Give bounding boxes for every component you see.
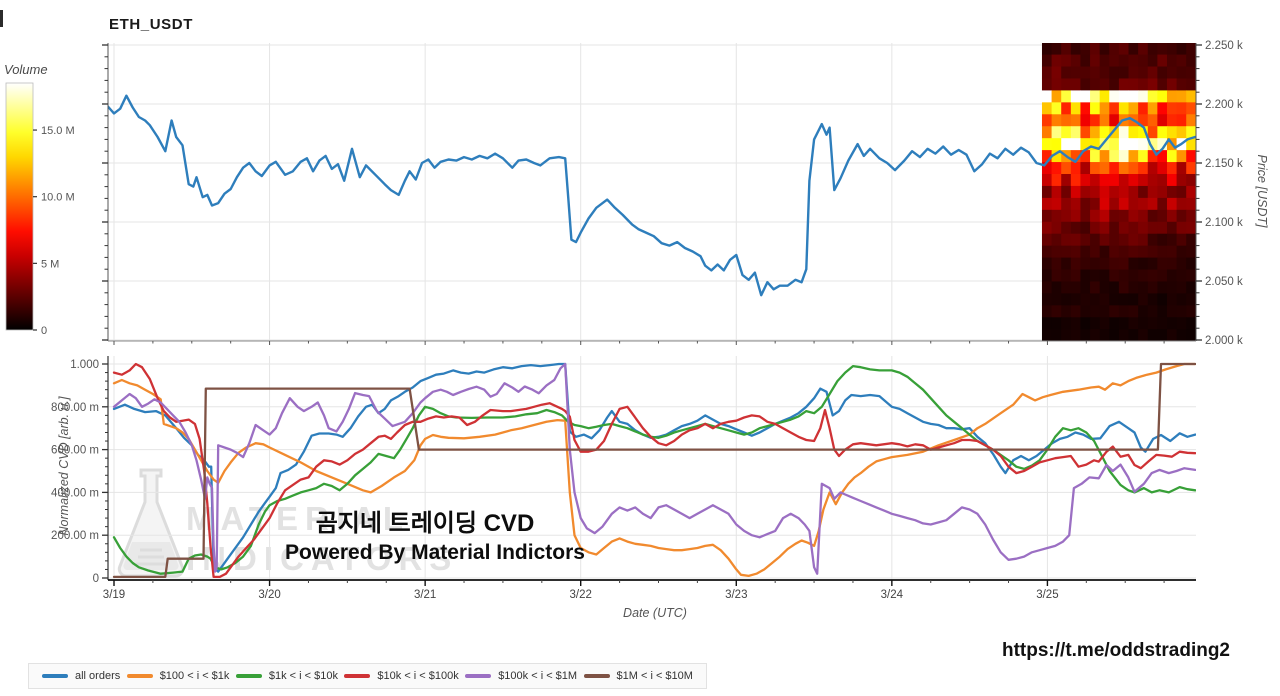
cvd-series--1m-i-10m	[112, 362, 1196, 579]
date-tick-label: 3/19	[103, 589, 125, 601]
price-tick-label: 2.150 k	[1205, 158, 1243, 170]
legend-label: $10k < i < $100k	[377, 670, 459, 682]
date-tick-label: 3/21	[414, 589, 436, 601]
corner-artifact	[0, 10, 3, 27]
price-tick-label: 2.000 k	[1205, 335, 1243, 347]
colorbar-tick-label: 5 M	[41, 258, 59, 270]
colorbar-title: Volume	[4, 62, 48, 77]
legend-swatch	[126, 674, 153, 678]
watermark-text-line2: INDICATORS	[186, 540, 459, 577]
legend-label: all orders	[75, 670, 121, 682]
cvd-tick-label: 600.00 m	[51, 445, 99, 457]
legend-label: $100k < i < $1M	[498, 670, 578, 682]
volume-colorbar: 0 5 M 10.0 M 15.0 M	[5, 82, 75, 337]
price-tick-label: 2.100 k	[1205, 217, 1243, 229]
flask-watermark-icon	[114, 466, 188, 589]
volume-heatmap	[1041, 43, 1196, 341]
watermark-text-line1: MATERIAL	[186, 500, 411, 537]
legend-swatch	[235, 674, 262, 678]
legend-item: $10k < i < $100k	[344, 670, 459, 682]
legend-item: $1M < i < $10M	[583, 670, 693, 682]
date-tick-label: 3/23	[725, 589, 747, 601]
overlay-korean-text: 곰지네 트레이딩 CVD	[315, 510, 535, 537]
legend-item: all orders	[42, 670, 120, 682]
colorbar-tick-label: 0	[41, 325, 47, 337]
cvd-tick-label: 200.00 m	[51, 530, 99, 542]
chart-title: ETH_USDT	[109, 16, 193, 33]
cvd-tick-label: 400.00 m	[51, 487, 99, 499]
cvd-tick-label: 0	[93, 573, 99, 585]
price-line	[108, 94, 1196, 297]
legend-item: $1k < i < $10k	[235, 670, 338, 682]
axes: 2.000 k 2.050 k 2.100 k 2.150 k 2.200 k 2.250…	[51, 40, 1243, 601]
legend-item: $100 < i < $1k	[126, 670, 230, 682]
legend-label: $1k < i < $10k	[268, 670, 338, 682]
legend-label: $100 < i < $1k	[159, 670, 230, 682]
price-tick-label: 2.050 k	[1205, 276, 1243, 288]
date-axis-label: Date (UTC)	[623, 606, 687, 620]
overlay-powered-text: Powered By Material Indictors	[285, 541, 585, 564]
gridlines	[108, 43, 1196, 580]
price-tick-label: 2.200 k	[1205, 99, 1243, 111]
colorbar-tick-label: 15.0 M	[41, 125, 75, 137]
cvd-series--100-i-1k	[112, 362, 1196, 578]
legend-item: $100k < i < $1M	[465, 670, 577, 682]
date-tick-label: 3/20	[258, 589, 280, 601]
cvd-tick-label: 1.000	[70, 359, 99, 371]
telegram-link-text: https://t.me/oddstrading2	[1002, 640, 1230, 661]
legend-swatch	[344, 674, 371, 678]
colorbar-tick-label: 10.0 M	[41, 192, 75, 204]
cvd-series--10k-i-100k	[112, 362, 1196, 579]
legend: all orders $100 < i < $1k $1k < i < $10k $1…	[28, 663, 707, 689]
legend-label: $1M < i < $10M	[616, 670, 693, 682]
date-tick-label: 3/22	[570, 589, 592, 601]
cvd-series--100k-i-1m	[112, 362, 1196, 575]
legend-swatch	[465, 674, 492, 678]
legend-swatch	[42, 674, 68, 678]
date-tick-label: 3/24	[881, 589, 904, 601]
price-tick-label: 2.250 k	[1205, 40, 1243, 52]
cvd-tick-label: 800.00 m	[51, 402, 99, 414]
legend-swatch	[583, 674, 610, 678]
cvd-lines	[112, 362, 1196, 579]
date-tick-label: 3/25	[1036, 589, 1058, 601]
